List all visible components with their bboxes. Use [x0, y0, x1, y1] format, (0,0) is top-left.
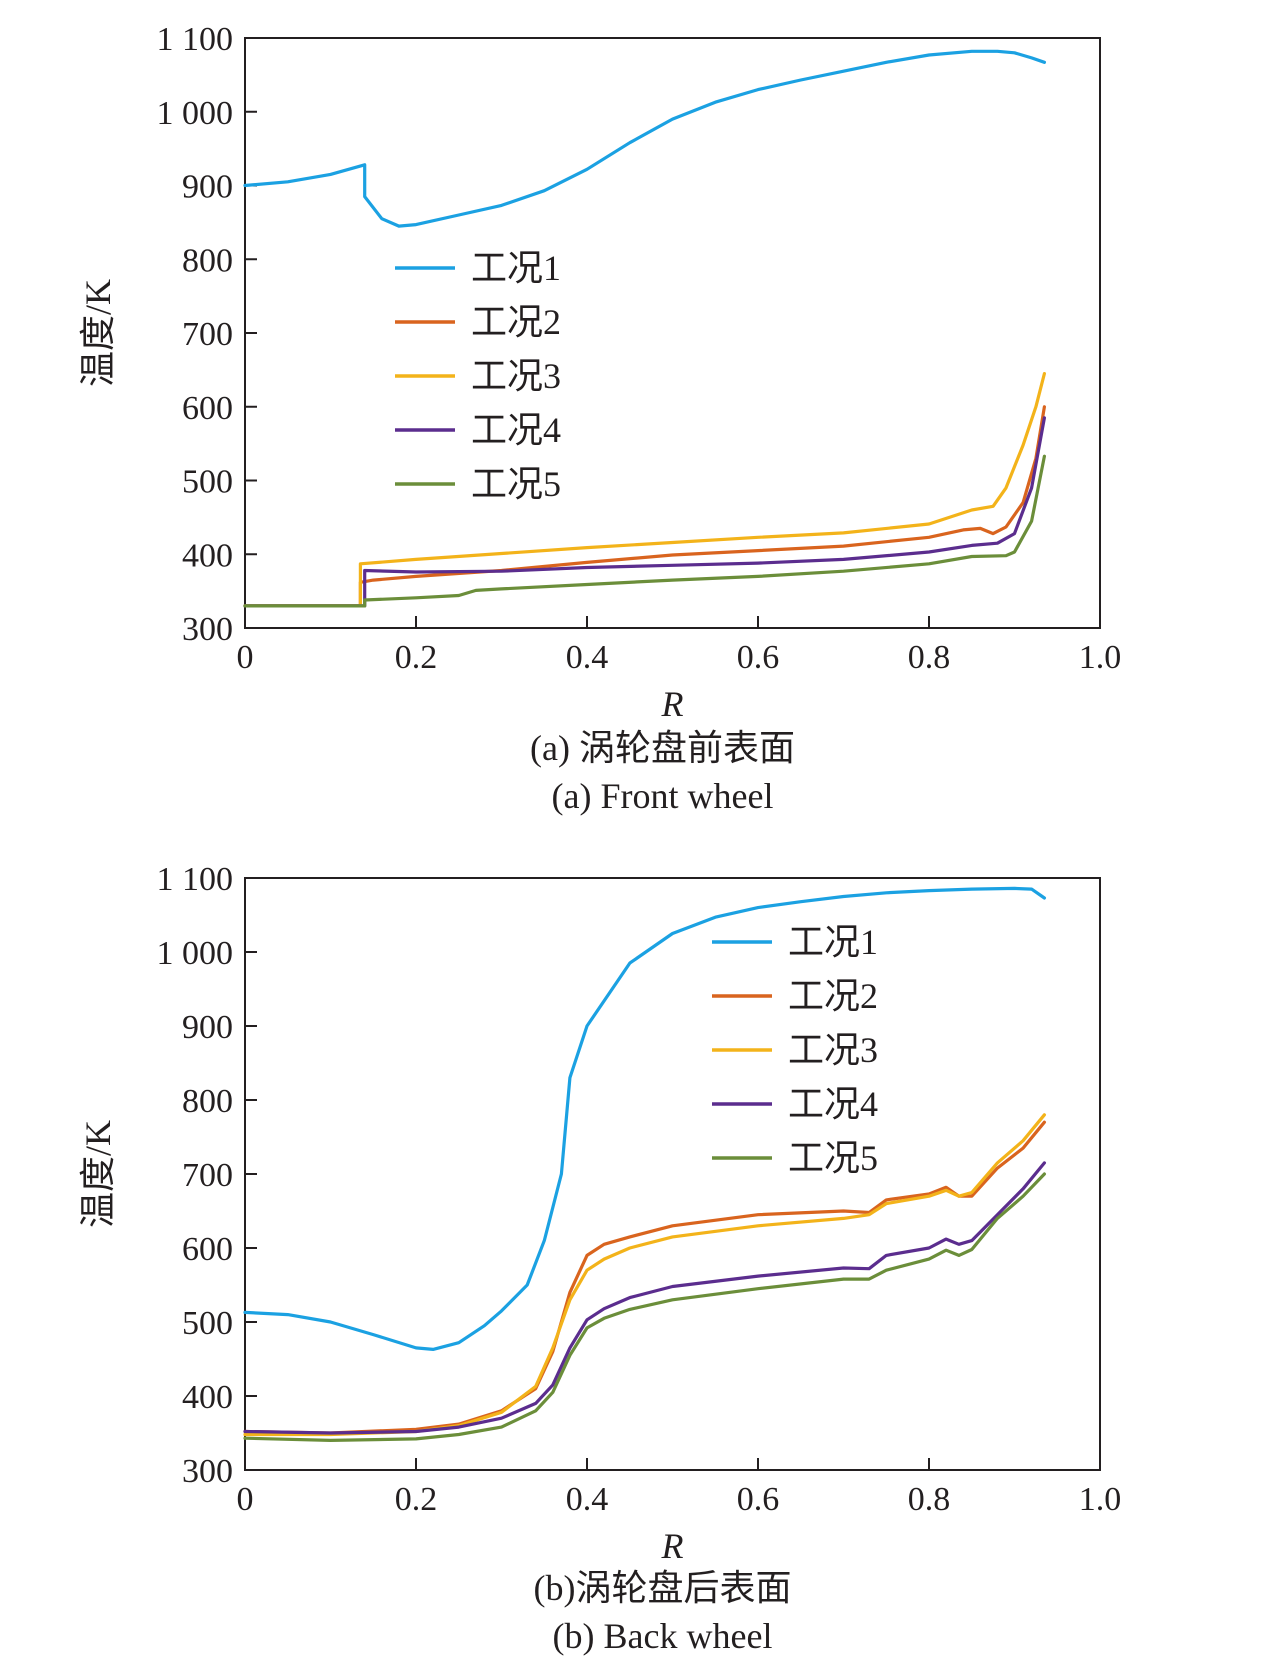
front-y-axis-label: 温度/K	[78, 279, 118, 387]
front-y-tick-label: 600	[182, 390, 233, 427]
back-y-tick-label: 400	[182, 1379, 233, 1416]
back-caption-cn: (b)涡轮盘后表面	[534, 1568, 792, 1608]
front-series-line-1	[243, 49, 1046, 228]
back-series-line-5	[243, 1172, 1046, 1442]
front-y-tick-label: 1 000	[157, 95, 234, 132]
back-y-tick-label: 300	[182, 1453, 233, 1490]
back-x-tick-label: 1.0	[1079, 1481, 1122, 1518]
back-legend-label-1: 工况1	[788, 922, 878, 962]
back-legend-label-2: 工况2	[788, 976, 878, 1016]
back-y-tick-label: 900	[182, 1009, 233, 1046]
front-plot-frame	[244, 37, 1101, 629]
back-legend-label-5: 工况5	[788, 1138, 878, 1178]
front-y-tick-label: 1 100	[157, 21, 234, 58]
front-y-tick-label: 800	[182, 242, 233, 279]
back-series-line-4	[243, 1161, 1046, 1435]
back-x-axis-label: R	[661, 1526, 684, 1566]
back-y-tick-label: 1 100	[157, 861, 234, 898]
back-y-tick-label: 500	[182, 1305, 233, 1342]
back-y-axis-label: 温度/K	[78, 1120, 118, 1228]
back-y-tick-label: 1 000	[157, 935, 234, 972]
front-y-tick-label: 500	[182, 464, 233, 501]
back-series-line-2	[243, 1120, 1046, 1435]
front-legend-label-1: 工况1	[471, 248, 561, 288]
back-caption-en: (b) Back wheel	[553, 1616, 773, 1656]
back-x-tick-label: 0.6	[737, 1481, 780, 1518]
front-legend-label-4: 工况4	[471, 410, 561, 450]
back-series-line-1	[243, 886, 1046, 1351]
front-x-tick-label: 0.4	[566, 639, 609, 676]
front-series-line-5	[243, 454, 1046, 608]
front-x-tick-label: 0.8	[908, 639, 951, 676]
back-y-tick-label: 700	[182, 1157, 233, 1194]
front-y-tick-label: 300	[182, 611, 233, 648]
back-legend-label-3: 工况3	[788, 1030, 878, 1070]
back-x-tick-label: 0.4	[566, 1481, 609, 1518]
back-x-tick-label: 0	[237, 1481, 254, 1518]
front-y-tick-label: 700	[182, 316, 233, 353]
front-x-tick-label: 0.2	[395, 639, 438, 676]
front-x-tick-label: 1.0	[1079, 639, 1122, 676]
front-legend-label-5: 工况5	[471, 464, 561, 504]
front-x-tick-label: 0	[237, 639, 254, 676]
front-legend-label-2: 工况2	[471, 302, 561, 342]
front-y-tick-label: 400	[182, 537, 233, 574]
back-y-tick-label: 800	[182, 1083, 233, 1120]
front-y-tick-label: 900	[182, 169, 233, 206]
back-x-tick-label: 0.2	[395, 1481, 438, 1518]
front-legend-label-3: 工况3	[471, 356, 561, 396]
front-wheel-chart: 0 0.2 0.4 0.6 0.8 1.0 300 400 500 600 700 800 900 1 0…	[78, 21, 1121, 816]
front-x-tick-label: 0.6	[737, 639, 780, 676]
back-x-tick-label: 0.8	[908, 1481, 951, 1518]
back-legend-label-4: 工况4	[788, 1084, 878, 1124]
back-plot-frame	[244, 877, 1101, 1471]
front-series-line-4	[243, 416, 1046, 608]
front-x-axis-label: R	[661, 684, 684, 724]
back-wheel-chart: 0 0.2 0.4 0.6 0.8 1.0 300 400 500 600 700 800 900 1 0…	[78, 861, 1121, 1656]
back-y-tick-label: 600	[182, 1231, 233, 1268]
back-series-line-3	[243, 1113, 1046, 1437]
front-caption-en: (a) Front wheel	[552, 776, 774, 816]
front-caption-cn: (a) 涡轮盘前表面	[530, 728, 795, 768]
